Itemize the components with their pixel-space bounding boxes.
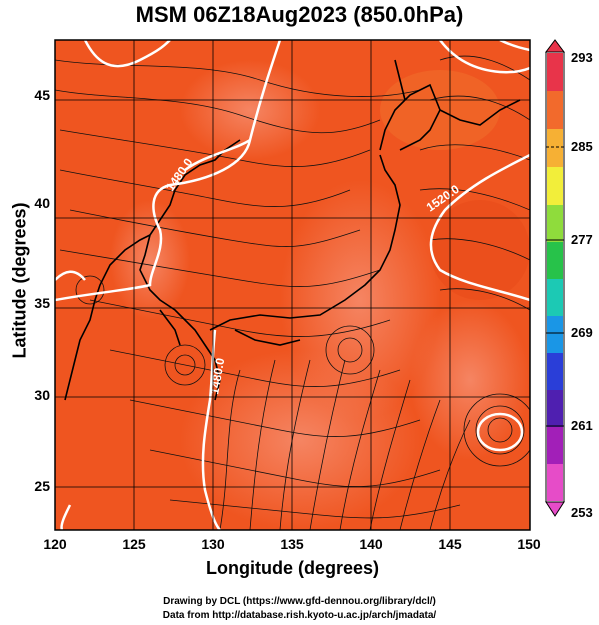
xtick-120: 120 [43,536,67,552]
xtick-140: 140 [359,536,383,552]
xtick-130: 130 [201,536,225,552]
y-axis-label: Latitude (degrees) [9,202,30,359]
xtick-145: 145 [438,536,462,552]
coastlines [64,59,521,401]
xtick-150: 150 [517,536,541,552]
ytick-30: 30 [34,387,50,403]
x-axis-label: Longitude (degrees) [205,558,379,578]
contour-label-c: 1480.0 [207,357,227,396]
plot-frame [54,39,531,531]
colorbar [545,39,565,517]
ytick-45: 45 [34,87,50,103]
temperature-field [55,40,530,530]
credit-data: Data from http://database.rish.kyoto-u.a… [162,610,437,621]
colorbar-tick-269: 269 [571,325,593,340]
xtick-125: 125 [122,536,146,552]
colorbar-tick-261: 261 [571,418,593,433]
xtick-135: 135 [280,536,304,552]
colorbar-tick-277: 277 [571,232,593,247]
colorbar-tick-253: 253 [571,505,593,520]
map-title: MSM 06Z18Aug2023 (850.0hPa) [135,2,464,27]
colorbar-tick-285: 285 [571,139,593,154]
height-contours [55,40,530,530]
colorbar-tick-293: 293 [571,50,593,65]
streamlines [55,55,530,530]
graticule [55,40,530,530]
ytick-40: 40 [34,195,50,211]
ytick-35: 35 [34,295,50,311]
credit-drawing: Drawing by DCL (https://www.gfd-dennou.o… [163,596,436,607]
ytick-25: 25 [34,478,50,494]
